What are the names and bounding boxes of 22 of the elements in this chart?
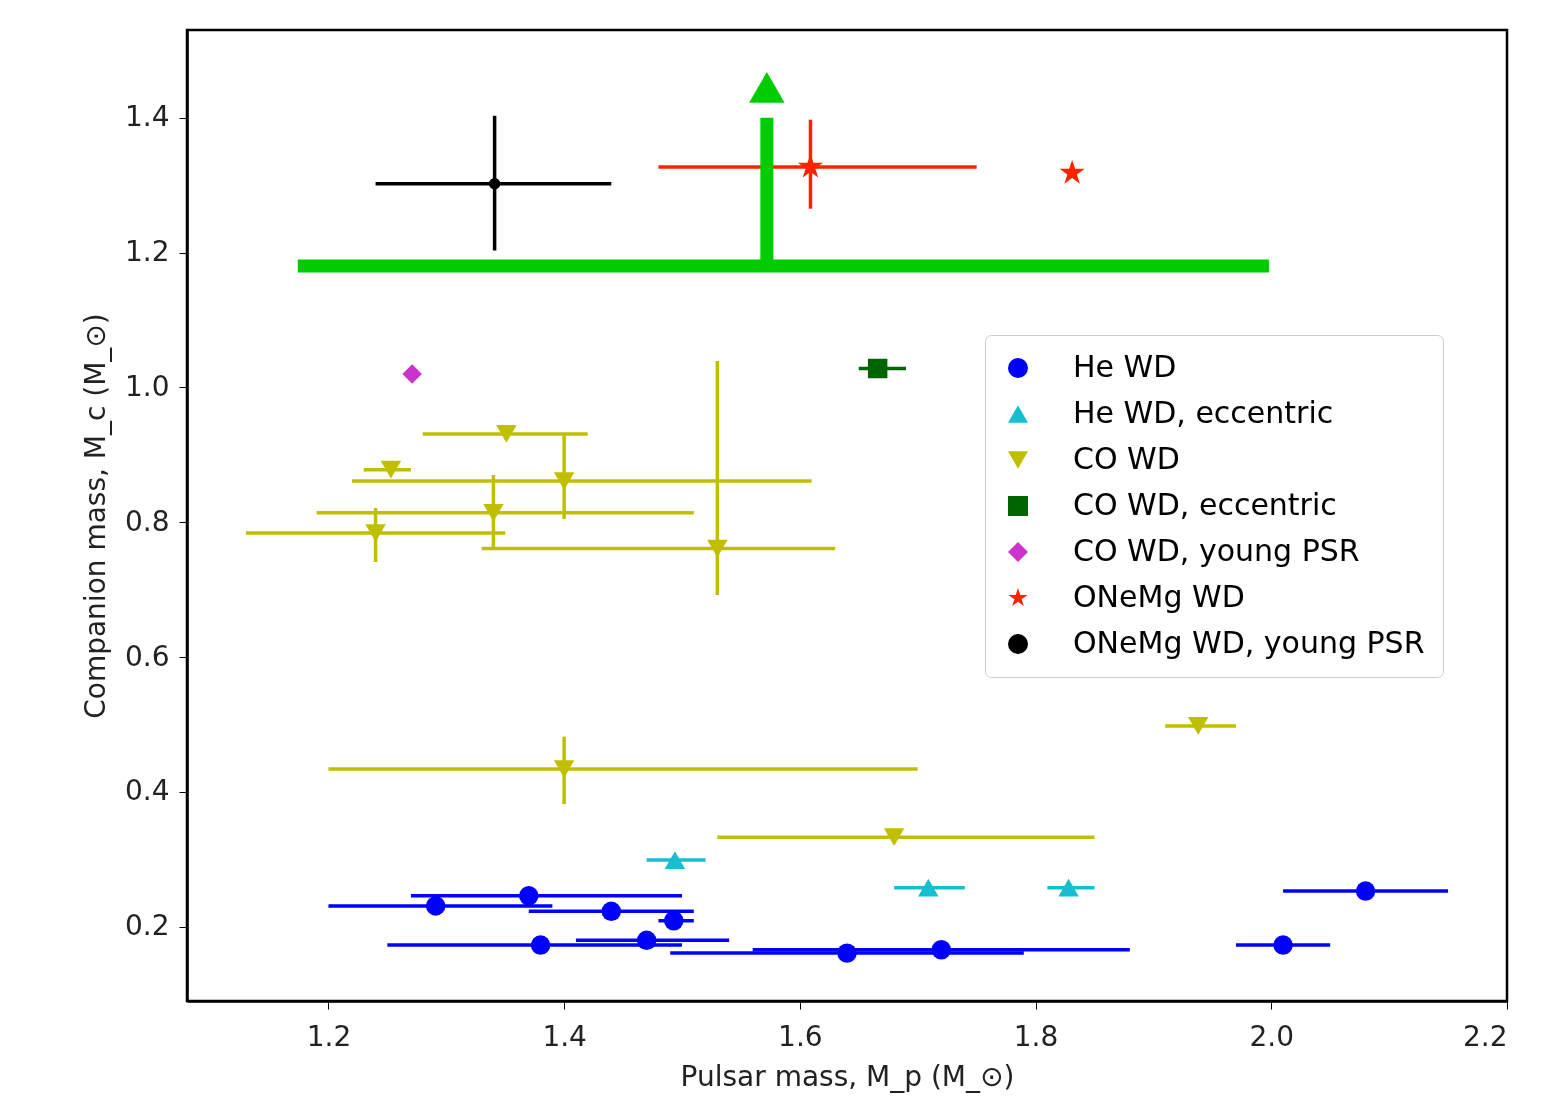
legend-label: ONeMg WD	[1073, 579, 1245, 614]
y-tick-label: 1.2	[124, 235, 170, 269]
y-tick-label: 1.0	[124, 369, 170, 403]
y-tick-label: 0.6	[124, 639, 170, 673]
x-tick-label: 1.8	[1013, 1019, 1059, 1053]
x-axis-title: Pulsar mass, M_p (M_⊙)	[680, 1059, 1015, 1093]
y-axis-title: Companion mass, M_c (M_⊙)	[78, 313, 112, 719]
y-tick-label: 0.2	[124, 909, 170, 943]
x-tick-label: 1.6	[778, 1019, 823, 1053]
legend-label: He WD	[1073, 349, 1177, 384]
legend-label: CO WD, eccentric	[1073, 487, 1337, 522]
legend-label: CO WD	[1073, 441, 1180, 476]
y-tick-label: 0.4	[124, 774, 170, 808]
x-tick-label: 1.4	[542, 1019, 587, 1053]
x-tick-label: 2.2	[1462, 1019, 1508, 1053]
x-tick-label: 2.0	[1249, 1019, 1295, 1053]
legend-label: CO WD, young PSR	[1073, 533, 1360, 568]
y-tick-label: 1.4	[124, 100, 170, 134]
x-tick-label: 1.2	[306, 1019, 352, 1053]
legend-label: He WD, eccentric	[1073, 395, 1334, 430]
y-tick-label: 0.8	[124, 504, 170, 538]
legend-label: ONeMg WD, young PSR	[1073, 625, 1425, 660]
